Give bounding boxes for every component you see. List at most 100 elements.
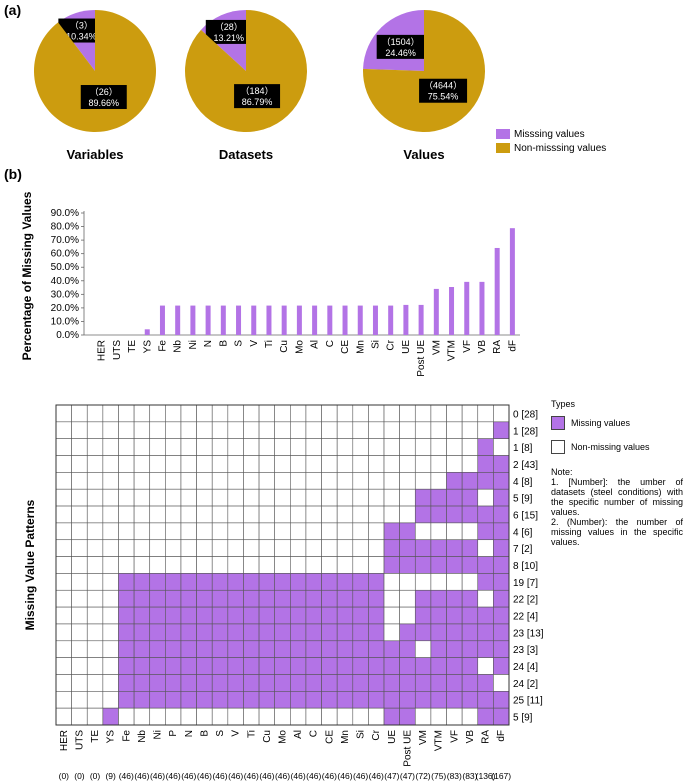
heat-cell-3-19 xyxy=(352,455,369,473)
heat-cell-3-22 xyxy=(399,455,416,473)
heat-row-label-11: 22 [2] xyxy=(513,595,538,606)
heat-cell-1-18 xyxy=(336,421,354,439)
heat-cell-13-11 xyxy=(227,623,244,642)
heat-cell-12-8 xyxy=(180,606,197,625)
heat-cell-2-27 xyxy=(477,438,494,456)
heat-cell-7-4 xyxy=(118,522,135,541)
heat-cell-7-23 xyxy=(414,522,432,541)
heat-col-label-28: dF xyxy=(496,730,507,742)
heat-cell-14-21 xyxy=(383,640,400,658)
heat-cell-0-13 xyxy=(258,404,275,423)
heat-col-count-26: (83) xyxy=(462,771,477,781)
heat-cell-13-2 xyxy=(86,623,104,642)
heat-col-label-10: S xyxy=(215,730,226,737)
heat-row-label-8: 7 [2] xyxy=(513,544,533,555)
heat-cell-17-7 xyxy=(165,691,182,709)
heat-cell-8-2 xyxy=(86,539,104,557)
heat-cell-18-11 xyxy=(227,707,244,726)
heat-cell-14-0 xyxy=(55,640,72,658)
bar-xtick-label-13: Mo xyxy=(294,340,305,354)
heat-col-label-17: CE xyxy=(324,730,335,744)
bar-xtick-label-0: HER xyxy=(97,340,108,361)
heat-cell-7-6 xyxy=(149,522,166,541)
heat-cell-6-24 xyxy=(430,505,447,524)
heat-cell-4-9 xyxy=(196,472,213,490)
legend-item-nonmissing: Non-misssing values xyxy=(496,142,606,154)
heat-cell-16-16 xyxy=(305,674,322,692)
heat-cell-8-6 xyxy=(149,539,166,557)
heat-cell-14-2 xyxy=(86,640,104,658)
heat-cell-1-13 xyxy=(258,421,275,439)
heat-cell-8-15 xyxy=(290,539,307,557)
heat-cell-3-24 xyxy=(430,455,447,473)
heat-cell-16-25 xyxy=(446,674,463,692)
heat-cell-9-8 xyxy=(180,556,197,574)
heat-cell-5-13 xyxy=(258,488,275,507)
heat-cell-12-22 xyxy=(399,606,416,625)
heat-cell-3-28 xyxy=(493,455,510,473)
heat-cell-16-13 xyxy=(258,674,275,692)
heat-cell-18-22 xyxy=(399,707,416,726)
heat-cell-11-5 xyxy=(133,589,151,608)
heat-cell-7-8 xyxy=(180,522,197,541)
heat-cell-4-27 xyxy=(477,472,494,490)
heat-cell-9-15 xyxy=(290,556,307,574)
heat-cell-2-24 xyxy=(430,438,447,456)
heat-cell-8-25 xyxy=(446,539,463,557)
heat-cell-10-3 xyxy=(102,573,119,591)
bar-xtick-label-22: VM xyxy=(431,340,442,355)
heat-cell-12-2 xyxy=(86,606,104,625)
heat-cell-2-12 xyxy=(243,438,260,456)
heat-cell-8-5 xyxy=(133,539,151,557)
heat-cell-6-2 xyxy=(86,505,104,524)
heat-cell-8-3 xyxy=(102,539,119,557)
heat-cell-14-16 xyxy=(305,640,322,658)
types-legend-title: Types xyxy=(551,399,576,409)
heat-cell-2-15 xyxy=(290,438,307,456)
heat-cell-17-24 xyxy=(430,691,447,709)
heat-cell-14-4 xyxy=(118,640,135,658)
pie-0-count-label-1: （26） xyxy=(90,87,118,97)
heat-cell-5-15 xyxy=(290,488,307,507)
heat-col-label-22: Post UE xyxy=(402,730,413,767)
heat-cell-17-1 xyxy=(71,691,88,709)
heat-col-label-26: VB xyxy=(465,730,476,744)
bar-26 xyxy=(494,247,500,335)
heat-cell-18-10 xyxy=(211,707,229,726)
heat-cell-17-5 xyxy=(133,691,151,709)
heat-cell-15-19 xyxy=(352,657,369,675)
heat-cell-8-11 xyxy=(227,539,244,557)
heat-col-label-5: Nb xyxy=(137,730,148,743)
legend-item-missing: Misssing values xyxy=(496,128,606,140)
heat-cell-13-5 xyxy=(133,623,151,642)
bar-xtick-label-20: UE xyxy=(401,340,412,354)
heat-cell-2-21 xyxy=(383,438,400,456)
bar-xtick-label-16: CE xyxy=(340,340,351,354)
heat-cell-3-7 xyxy=(165,455,182,473)
heat-cell-15-27 xyxy=(477,657,494,675)
heat-col-count-12: (46) xyxy=(244,771,259,781)
heat-cell-10-4 xyxy=(118,573,135,591)
heat-col-count-5: (46) xyxy=(134,771,149,781)
heat-cell-10-5 xyxy=(133,573,151,591)
heat-cell-1-12 xyxy=(243,421,260,439)
legend-label-missing: Misssing values xyxy=(514,128,585,140)
heat-cell-16-11 xyxy=(227,674,244,692)
heat-col-count-10: (46) xyxy=(212,771,227,781)
bar-xtick-label-26: RA xyxy=(492,340,503,354)
heat-cell-7-22 xyxy=(399,522,416,541)
heat-cell-6-26 xyxy=(461,505,479,524)
heat-cell-5-11 xyxy=(227,488,244,507)
bar-ytick-label-7: 70.0% xyxy=(51,235,79,246)
heat-cell-17-27 xyxy=(477,691,494,709)
bar-27 xyxy=(509,228,515,335)
heat-col-count-15: (46) xyxy=(291,771,306,781)
heat-cell-18-18 xyxy=(336,707,354,726)
heat-cell-4-18 xyxy=(336,472,354,490)
heat-cell-1-1 xyxy=(71,421,88,439)
heat-cell-15-16 xyxy=(305,657,322,675)
heat-cell-17-25 xyxy=(446,691,463,709)
heat-cell-15-22 xyxy=(399,657,416,675)
heat-cell-16-26 xyxy=(461,674,479,692)
heat-cell-13-24 xyxy=(430,623,447,642)
